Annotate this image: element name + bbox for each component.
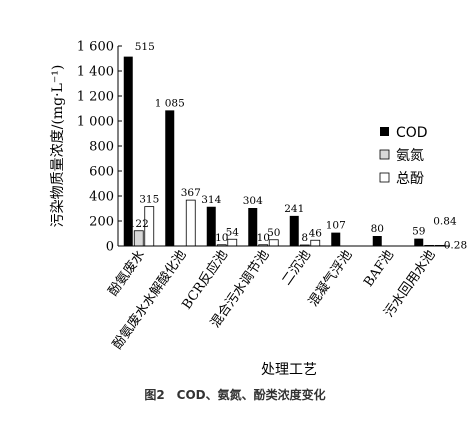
data-label-COD-污水回用水池: 59 [412, 226, 425, 238]
data-label-COD-混合污水调节池: 304 [243, 195, 263, 207]
x-category-label: 酚氨废水水解酸化池 [109, 247, 189, 352]
bar-COD-酚氨废水 [123, 56, 133, 246]
data-label-COD-BAF池: 80 [371, 223, 384, 235]
data-label-氨氮-二沉池: 8 [301, 232, 308, 244]
y-tick-label: 1 200 [77, 90, 114, 105]
data-labels: 515 1 085 314 304 241 107 80 59 122 10 10 8 0.84 315 3… [129, 41, 467, 252]
x-axis-title: 处理工艺 [261, 362, 317, 378]
figure-caption: 图2 COD、氨氮、酚类浓度变化 [144, 388, 326, 402]
y-tick-label: 1 000 [77, 115, 114, 130]
y-tick-label: 0 [106, 240, 114, 255]
data-label-总酚-二沉池: 46 [309, 227, 323, 239]
legend-label-氨氮: 氨氮 [396, 148, 424, 164]
data-label-COD-酚氨废水: 515 [135, 41, 155, 53]
y-tick-label: 600 [89, 165, 114, 180]
legend-swatch-氨氮 [379, 149, 390, 160]
y-axis-title: 污染物质量浓度/(mg·L⁻¹) [50, 65, 66, 228]
x-category-label: BAF池 [361, 248, 397, 290]
bars [123, 56, 445, 247]
x-category-label: 酚氨废水 [105, 247, 148, 299]
legend-swatch-总酚 [379, 172, 390, 183]
data-label-总酚-酚氨废水: 315 [139, 194, 159, 206]
x-category-label: 二沉池 [279, 248, 314, 289]
bar-总酚-酚氨废水水解酸化池 [185, 199, 196, 247]
bar-COD-BAF池 [372, 236, 382, 246]
y-tick-label: 1 400 [77, 65, 114, 80]
bar-COD-BCR反应池 [206, 206, 216, 246]
y-axis-ticks: 0 200 400 600 800 1 000 1 200 1 400 1 600 [77, 40, 122, 255]
bar-COD-污水回用水池 [414, 238, 424, 246]
data-label-氨氮-污水回用水池: 0.84 [433, 216, 457, 228]
data-label-COD-BCR反应池: 314 [201, 194, 221, 206]
legend-label-COD: COD [396, 125, 428, 141]
y-tick-label: 800 [89, 140, 114, 155]
y-tick-label: 400 [89, 190, 114, 205]
bar-总酚-混合污水调节池 [268, 239, 279, 247]
data-label-COD-混凝气浮池: 107 [326, 220, 346, 232]
legend-label-总酚: 总酚 [396, 171, 424, 187]
data-label-COD-二沉池: 241 [284, 203, 304, 215]
y-tick-label: 200 [89, 215, 114, 230]
bar-COD-混凝气浮池 [331, 232, 341, 246]
legend-swatch-COD [380, 127, 389, 136]
bar-总酚-BCR反应池 [227, 238, 238, 247]
bar-COD-混合污水调节池 [248, 208, 258, 246]
bar-氨氮-酚氨废水 [133, 230, 144, 247]
data-label-总酚-混合污水调节池: 50 [267, 227, 280, 239]
y-tick-label: 1 600 [77, 40, 114, 55]
bar-COD-二沉池 [289, 215, 299, 246]
data-label-COD-酚氨废水水解酸化池: 1 085 [155, 97, 185, 109]
data-label-总酚-酚氨废水水解酸化池: 367 [181, 187, 201, 199]
data-label-氨氮-混合污水调节池: 10 [257, 232, 270, 244]
bar-总酚-二沉池 [310, 239, 321, 247]
data-label-氨氮-酚氨废水: 122 [129, 218, 149, 230]
bar-COD-酚氨废水水解酸化池 [165, 110, 175, 246]
data-label-氨氮-BCR反应池: 10 [215, 232, 228, 244]
data-label-总酚-污水回用水池: 0.28 [444, 240, 467, 252]
data-label-总酚-BCR反应池: 54 [226, 226, 240, 238]
